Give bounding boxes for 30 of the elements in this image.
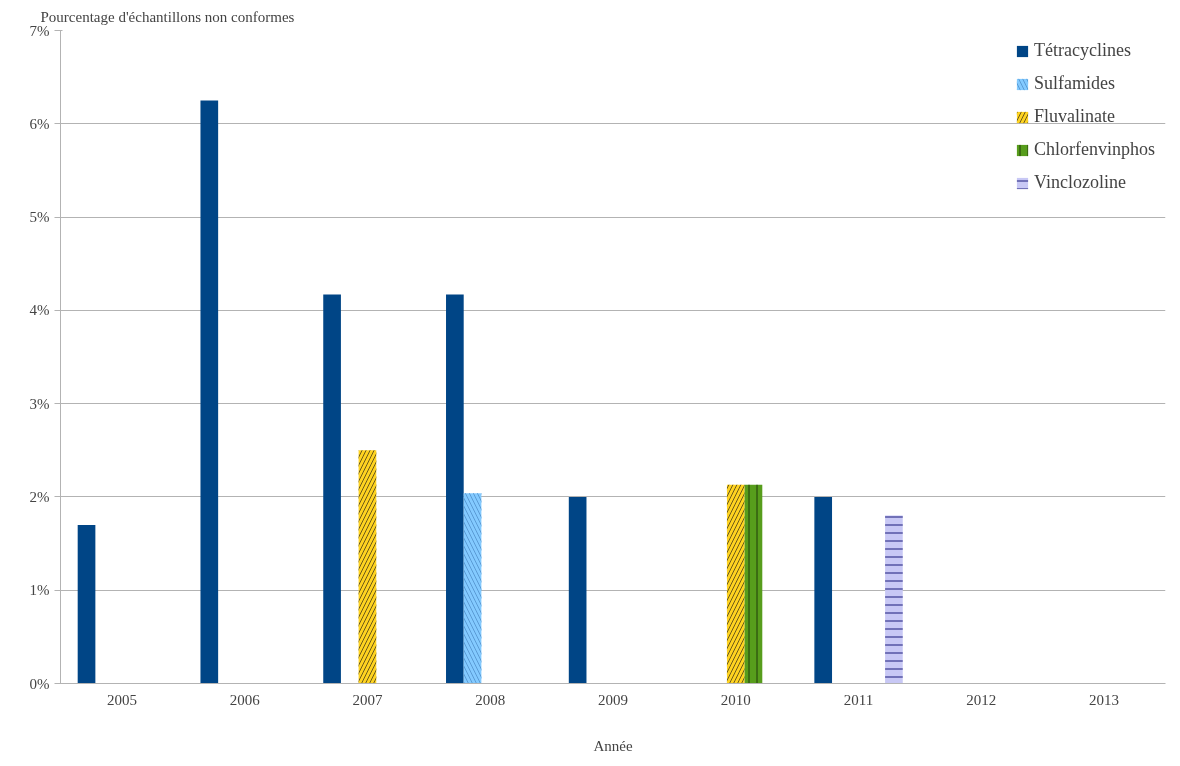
y-tick-label: 4% (29, 302, 50, 319)
legend-label: Sulfamides (1034, 73, 1115, 94)
bar (446, 294, 464, 684)
bar (323, 294, 341, 684)
x-axis-title: Année (593, 737, 633, 754)
x-tick-label: 2010 (720, 691, 751, 708)
x-tick-label: 2012 (966, 691, 997, 708)
x-tick-label: 2008 (475, 691, 506, 708)
y-tick-label: 0% (29, 675, 50, 692)
x-tick-label: 2013 (1089, 691, 1120, 708)
x-tick-label: 2007 (352, 691, 383, 708)
legend-label: Chlorfenvinphos (1034, 139, 1155, 160)
legend-label: Fluvalinate (1034, 106, 1115, 127)
y-tick-label: 3% (29, 395, 50, 412)
x-tick-label: 2005 (106, 691, 137, 708)
x-tick-label: 2006 (229, 691, 261, 708)
bar (814, 496, 833, 684)
bar (77, 524, 96, 684)
y-axis-title: Pourcentage d'échantillons non conformes (40, 8, 295, 25)
y-tick-label: 2% (29, 488, 50, 505)
legend-label: Tétracyclines (1034, 40, 1131, 61)
bar (568, 496, 587, 684)
y-tick-label: 7% (29, 22, 50, 39)
y-tick-label: 5% (29, 209, 50, 226)
x-tick-label: 2011 (843, 691, 874, 708)
bar (200, 100, 219, 684)
x-tick-label: 2009 (598, 691, 628, 708)
y-tick-label: 6% (29, 115, 50, 132)
y-tick-label: 1% (29, 582, 50, 599)
legend-label: Vinclozoline (1034, 172, 1126, 193)
